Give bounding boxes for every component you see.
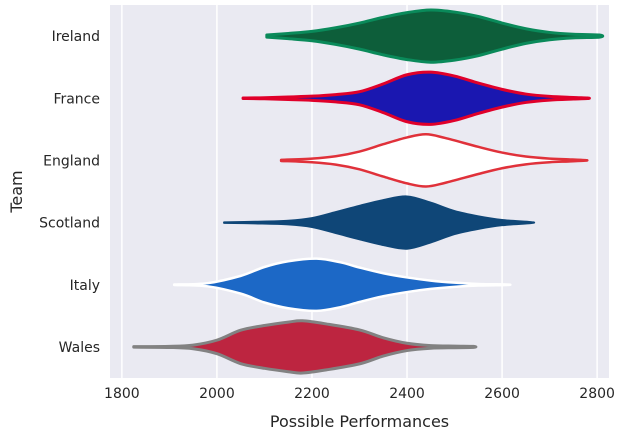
violin-scotland xyxy=(223,195,536,250)
grid-lines xyxy=(121,5,598,378)
x-tick-label: 2600 xyxy=(484,386,520,402)
y-tick-labels: Ireland France England Scotland Italy Wales xyxy=(39,29,100,356)
x-tick-label: 2200 xyxy=(294,386,330,402)
violin-france xyxy=(241,70,591,126)
x-axis-label: Possible Performances xyxy=(270,412,449,431)
y-tick-label-france: France xyxy=(53,91,100,107)
x-tick-label: 2400 xyxy=(389,386,425,402)
x-tick-label: 1800 xyxy=(104,386,140,402)
violin-england xyxy=(279,133,589,188)
x-tick-label: 2000 xyxy=(199,386,235,402)
y-axis-label: Team xyxy=(7,170,26,213)
y-tick-label-ireland: Ireland xyxy=(52,29,100,45)
y-tick-label-scotland: Scotland xyxy=(39,216,100,232)
violin-wales xyxy=(132,319,478,375)
violin-italy xyxy=(172,257,512,313)
plot-background xyxy=(110,5,609,378)
y-tick-label-wales: Wales xyxy=(59,340,100,356)
violin-ireland xyxy=(265,8,605,64)
y-tick-label-italy: Italy xyxy=(70,278,100,294)
violins xyxy=(132,8,605,375)
x-tick-labels: 1800 2000 2200 2400 2600 2800 xyxy=(104,386,615,402)
y-tick-label-england: England xyxy=(43,153,100,169)
x-tick-label: 2800 xyxy=(579,386,615,402)
